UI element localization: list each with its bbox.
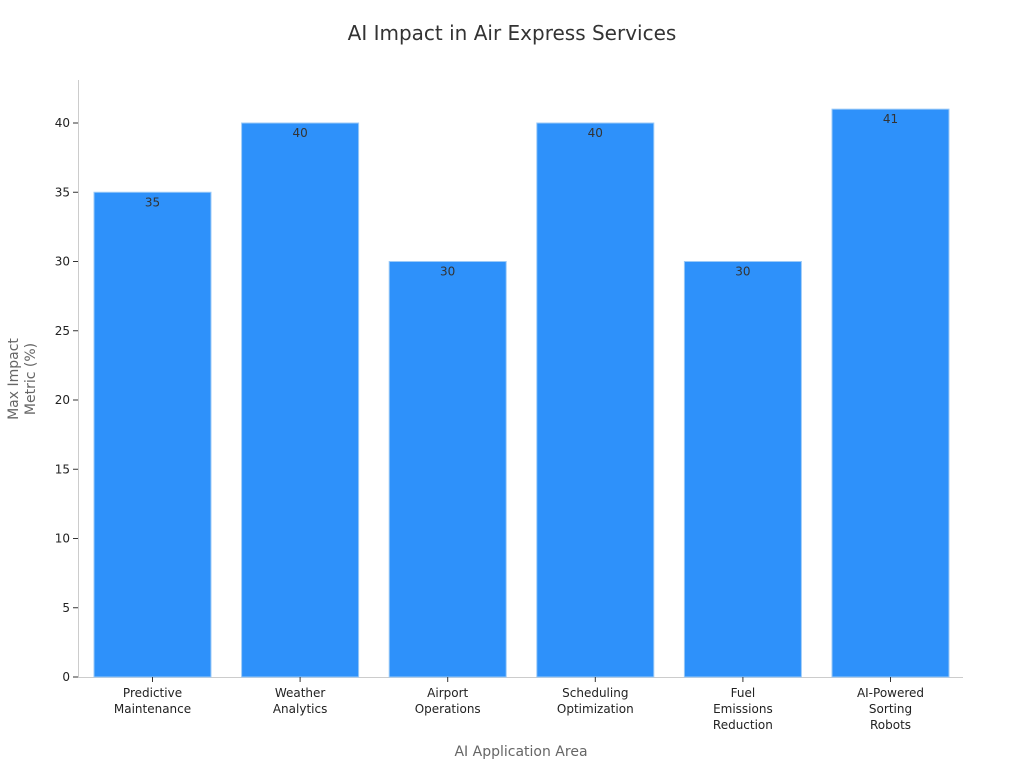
- y-axis-ticks: 0 5 10 15 20 25 30 35 40: [55, 116, 78, 684]
- bars: [93, 108, 950, 678]
- bar: [683, 261, 802, 678]
- data-label: 40: [292, 126, 307, 140]
- chart-title: AI Impact in Air Express Services: [348, 21, 677, 45]
- x-axis-title: AI Application Area: [454, 744, 587, 760]
- bar: [831, 108, 950, 678]
- x-tick-label: Weather Analytics: [273, 686, 328, 716]
- y-tick-label: 15: [55, 462, 70, 476]
- x-tick-label: Fuel Emissions Reduction: [713, 686, 773, 732]
- y-tick-label: 40: [55, 116, 70, 130]
- data-label: 41: [883, 112, 898, 126]
- bar: [388, 261, 507, 678]
- y-tick-label: 10: [55, 532, 70, 546]
- data-label: 30: [440, 265, 455, 279]
- y-tick-label: 5: [62, 601, 70, 615]
- bar: [241, 122, 360, 678]
- y-tick-label: 0: [62, 670, 70, 684]
- y-axis-title-line-2: Metric (%): [23, 343, 39, 415]
- y-tick-label: 20: [55, 393, 70, 407]
- data-label: 40: [588, 126, 603, 140]
- y-tick-label: 25: [55, 324, 70, 338]
- data-label: 35: [145, 195, 160, 209]
- y-tick-label: 35: [55, 185, 70, 199]
- y-axis-title-line-1: Max Impact: [6, 338, 22, 420]
- x-tick-label: Airport Operations: [415, 686, 481, 716]
- bar: [536, 122, 655, 678]
- y-axis-title: Max Impact Metric (%): [6, 338, 39, 420]
- data-label: 30: [735, 265, 750, 279]
- x-tick-label: Predictive Maintenance: [114, 686, 191, 716]
- bar: [93, 191, 212, 678]
- x-axis-ticks: Predictive Maintenance Weather Analytics Air…: [114, 677, 924, 732]
- x-tick-label: Scheduling Optimization: [557, 686, 634, 716]
- x-tick-label: AI-Powered Sorting Robots: [857, 686, 924, 732]
- y-tick-label: 30: [55, 255, 70, 269]
- data-labels: 35 40 30 40 30 41: [145, 112, 898, 278]
